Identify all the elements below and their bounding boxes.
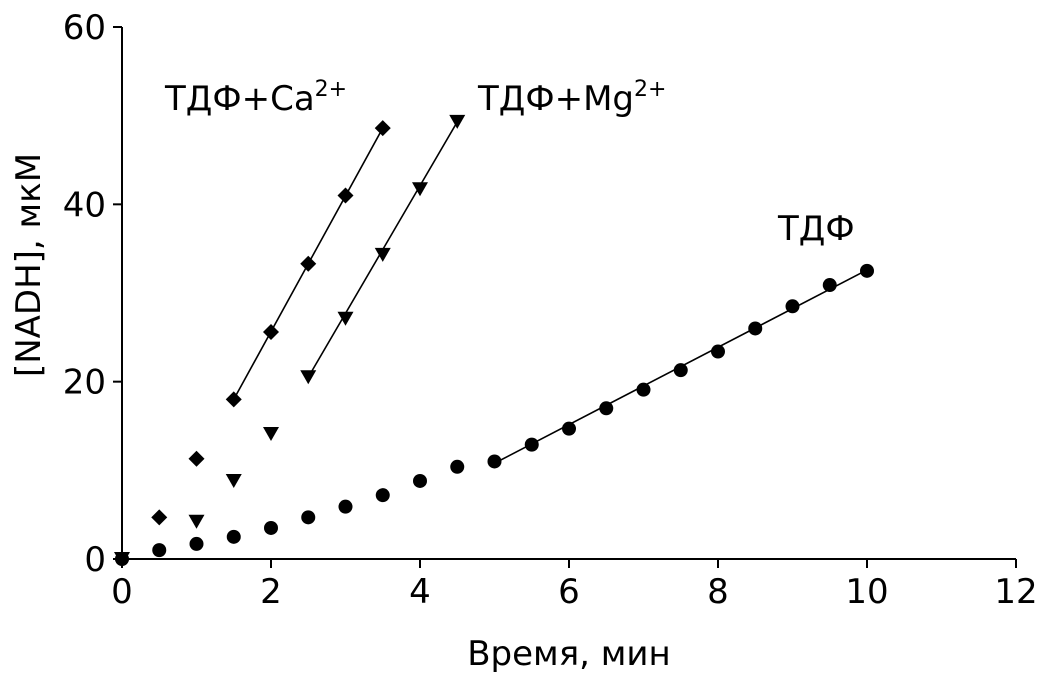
diamond-marker [151,509,168,526]
triangle-down-marker [300,370,317,385]
diamond-marker [337,187,354,204]
diamond-marker [263,324,279,341]
circle-marker [636,382,651,397]
x-tick-label: 4 [409,572,431,612]
triangle-down-marker [337,311,354,326]
series-labels: ТДФ+Ca2+ ТДФ+Mg2+ТДФ [164,77,855,249]
triangle-down-marker [225,473,242,488]
x-tick-label: 2 [260,572,282,612]
series-label: ТДФ+Mg2+ [477,77,666,119]
series-label-main: ТДФ [777,209,855,249]
circle-marker [115,552,129,566]
series-label: ТДФ+Ca2+ [164,77,347,119]
y-tick-label: 0 [84,540,106,580]
diamond-marker [300,255,317,272]
circle-marker [748,321,763,336]
circle-marker [413,473,427,488]
markers [114,114,874,567]
triangle-down-marker [449,114,466,129]
circle-marker [524,437,539,452]
triangle-down-marker [188,514,205,529]
diamond-marker [374,120,391,137]
series-label-main: ТДФ+Ca [164,79,315,119]
series-label-superscript: 2+ [634,77,666,102]
circle-marker [189,536,204,551]
fit-lines [233,121,868,464]
circle-marker [487,454,502,469]
series-label: ТДФ [777,209,855,249]
y-tick-label: 60 [63,8,106,48]
circle-marker [822,278,837,293]
x-tick-label: 12 [994,572,1037,612]
circle-marker [673,363,688,378]
diamond-marker [225,391,242,408]
triangle-down-marker [263,426,279,441]
ticks: 0 2 4 6 8 10 12 0 20 40 60 [63,8,1038,612]
y-tick-label: 40 [63,185,106,225]
circle-marker [301,510,316,525]
x-tick-label: 10 [845,572,888,612]
y-tick-label: 20 [63,363,106,403]
circle-marker [450,459,465,474]
circle-marker [264,520,278,535]
x-axis-title: Время, мин [467,634,671,674]
x-tick-label: 6 [558,572,580,612]
circle-marker [375,488,390,503]
series-label-main: ТДФ+Mg [477,79,634,119]
circle-marker [226,529,241,544]
series-label-superscript: 2+ [315,77,347,102]
diamond-marker [188,450,205,467]
circle-marker [711,344,725,359]
circle-marker [152,543,167,558]
triangle-down-marker [412,182,428,197]
circle-marker [860,263,874,278]
circle-marker [562,421,576,436]
circle-marker [599,401,614,416]
circle-marker [338,499,353,514]
y-axis-title: [NADH], мкМ [9,153,49,377]
circle-marker [785,299,800,314]
x-tick-label: 8 [707,572,729,612]
x-tick-label: 0 [111,572,133,612]
triangle-down-marker [374,247,391,262]
